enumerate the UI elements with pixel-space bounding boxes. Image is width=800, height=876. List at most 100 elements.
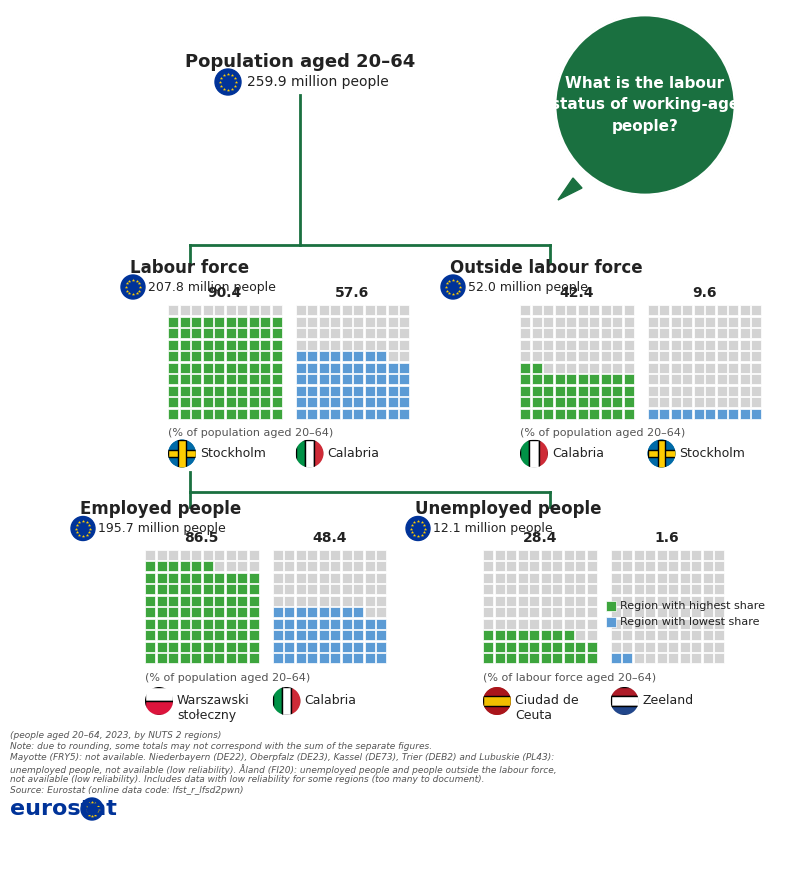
FancyBboxPatch shape — [260, 408, 270, 419]
FancyBboxPatch shape — [494, 573, 505, 583]
FancyBboxPatch shape — [670, 374, 681, 384]
FancyBboxPatch shape — [578, 316, 587, 327]
FancyBboxPatch shape — [529, 584, 539, 594]
FancyBboxPatch shape — [376, 305, 386, 315]
FancyBboxPatch shape — [191, 305, 201, 315]
FancyBboxPatch shape — [702, 618, 713, 628]
FancyBboxPatch shape — [566, 374, 576, 384]
FancyBboxPatch shape — [494, 653, 505, 663]
FancyBboxPatch shape — [202, 340, 213, 350]
FancyBboxPatch shape — [612, 340, 622, 350]
FancyBboxPatch shape — [645, 653, 655, 663]
FancyBboxPatch shape — [541, 596, 550, 605]
FancyBboxPatch shape — [237, 561, 247, 571]
FancyBboxPatch shape — [342, 573, 351, 583]
FancyBboxPatch shape — [717, 328, 726, 338]
FancyBboxPatch shape — [717, 374, 726, 384]
FancyBboxPatch shape — [376, 549, 386, 560]
FancyBboxPatch shape — [554, 351, 565, 361]
FancyBboxPatch shape — [601, 316, 610, 327]
FancyBboxPatch shape — [271, 385, 282, 395]
FancyBboxPatch shape — [157, 641, 166, 652]
FancyBboxPatch shape — [518, 630, 527, 640]
FancyBboxPatch shape — [623, 305, 634, 315]
FancyBboxPatch shape — [145, 573, 155, 583]
FancyBboxPatch shape — [647, 385, 658, 395]
FancyBboxPatch shape — [214, 374, 224, 384]
FancyBboxPatch shape — [353, 641, 363, 652]
FancyBboxPatch shape — [610, 641, 621, 652]
FancyBboxPatch shape — [702, 596, 713, 605]
FancyBboxPatch shape — [202, 607, 213, 617]
FancyBboxPatch shape — [342, 549, 351, 560]
Text: (% of population aged 20–64): (% of population aged 20–64) — [520, 428, 686, 439]
FancyBboxPatch shape — [342, 385, 351, 395]
FancyBboxPatch shape — [179, 561, 190, 571]
FancyBboxPatch shape — [657, 549, 666, 560]
FancyBboxPatch shape — [353, 561, 363, 571]
FancyBboxPatch shape — [260, 351, 270, 361]
FancyBboxPatch shape — [610, 573, 621, 583]
Circle shape — [81, 798, 103, 820]
FancyBboxPatch shape — [506, 618, 516, 628]
FancyBboxPatch shape — [387, 385, 398, 395]
FancyBboxPatch shape — [145, 630, 155, 640]
Text: 9.6: 9.6 — [692, 286, 717, 300]
FancyBboxPatch shape — [226, 351, 235, 361]
FancyBboxPatch shape — [645, 618, 655, 628]
Text: (% of labour force aged 20–64): (% of labour force aged 20–64) — [483, 673, 656, 683]
Text: Calabria: Calabria — [327, 447, 379, 460]
FancyBboxPatch shape — [554, 374, 565, 384]
FancyBboxPatch shape — [399, 351, 409, 361]
FancyBboxPatch shape — [168, 561, 178, 571]
FancyBboxPatch shape — [531, 397, 542, 407]
FancyBboxPatch shape — [202, 397, 213, 407]
FancyBboxPatch shape — [365, 596, 374, 605]
FancyBboxPatch shape — [273, 618, 282, 628]
FancyBboxPatch shape — [494, 641, 505, 652]
FancyBboxPatch shape — [728, 374, 738, 384]
FancyBboxPatch shape — [353, 385, 363, 395]
FancyBboxPatch shape — [214, 363, 224, 372]
FancyBboxPatch shape — [694, 397, 703, 407]
FancyBboxPatch shape — [353, 607, 363, 617]
Text: Stockholm: Stockholm — [679, 447, 746, 460]
FancyBboxPatch shape — [157, 584, 166, 594]
Text: Outside labour force: Outside labour force — [450, 259, 642, 277]
FancyBboxPatch shape — [249, 328, 258, 338]
FancyBboxPatch shape — [157, 653, 166, 663]
FancyBboxPatch shape — [679, 630, 690, 640]
FancyBboxPatch shape — [705, 340, 715, 350]
FancyBboxPatch shape — [529, 618, 539, 628]
FancyBboxPatch shape — [282, 687, 291, 715]
FancyBboxPatch shape — [168, 653, 178, 663]
FancyBboxPatch shape — [531, 305, 542, 315]
Text: 195.7 million people: 195.7 million people — [98, 522, 226, 535]
FancyBboxPatch shape — [271, 305, 282, 315]
FancyBboxPatch shape — [586, 641, 597, 652]
FancyBboxPatch shape — [541, 549, 550, 560]
FancyBboxPatch shape — [318, 549, 329, 560]
FancyBboxPatch shape — [634, 653, 643, 663]
FancyBboxPatch shape — [612, 385, 622, 395]
FancyBboxPatch shape — [566, 408, 576, 419]
FancyBboxPatch shape — [214, 385, 224, 395]
FancyBboxPatch shape — [295, 363, 306, 372]
FancyBboxPatch shape — [191, 573, 201, 583]
FancyBboxPatch shape — [494, 630, 505, 640]
Text: 86.5: 86.5 — [185, 531, 219, 545]
FancyBboxPatch shape — [606, 617, 615, 626]
FancyBboxPatch shape — [691, 607, 701, 617]
FancyBboxPatch shape — [682, 351, 692, 361]
FancyBboxPatch shape — [284, 596, 294, 605]
FancyBboxPatch shape — [202, 316, 213, 327]
FancyBboxPatch shape — [168, 450, 196, 456]
FancyBboxPatch shape — [541, 561, 550, 571]
FancyBboxPatch shape — [483, 653, 493, 663]
FancyBboxPatch shape — [376, 573, 386, 583]
FancyBboxPatch shape — [578, 385, 587, 395]
FancyBboxPatch shape — [284, 630, 294, 640]
FancyBboxPatch shape — [739, 328, 750, 338]
FancyBboxPatch shape — [554, 340, 565, 350]
FancyBboxPatch shape — [214, 607, 224, 617]
